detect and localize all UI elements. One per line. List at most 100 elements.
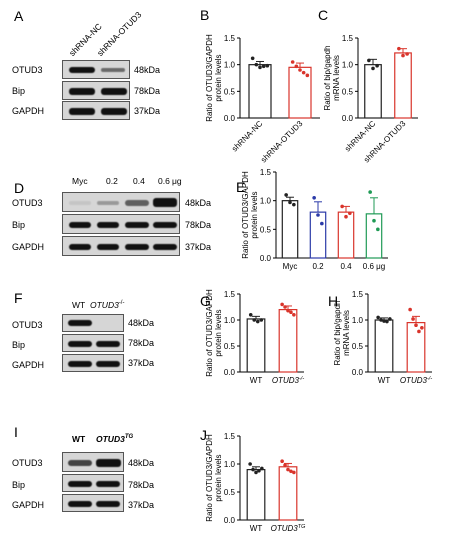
bar — [246, 469, 266, 521]
blot-a-bip — [62, 81, 130, 100]
band — [153, 244, 177, 250]
y-tick-label: 1.5 — [224, 290, 236, 299]
category-label-text: OTUD3 — [271, 524, 299, 533]
data-point — [376, 227, 380, 232]
y-axis-label: protein levels — [250, 191, 259, 238]
band — [125, 200, 149, 206]
data-point — [292, 202, 296, 207]
data-point — [255, 319, 260, 324]
blot-i-gapdh — [62, 494, 124, 512]
y-tick-label: 1.5 — [260, 168, 272, 177]
y-axis-label: Ratio of OTUD3/GAPDH — [205, 434, 214, 522]
category-label: OTUD3-/- — [272, 376, 304, 385]
kda-label-d-bip: 78kDa — [185, 220, 212, 230]
band — [96, 459, 121, 467]
lane-label-f-2-text: OTUD3 — [90, 300, 119, 310]
band — [69, 244, 91, 250]
data-point — [265, 63, 270, 68]
lane-label-f-1: WT — [72, 300, 86, 310]
bar — [248, 64, 272, 119]
y-axis-label: protein levels — [214, 309, 223, 356]
y-axis-label: Ratio of OTUD3/GAPDH — [205, 289, 214, 377]
category-label-text: 0.6 μg — [363, 262, 385, 271]
data-point — [417, 329, 421, 334]
data-point — [372, 218, 376, 223]
lane-label-i-2-sup: TG — [124, 434, 134, 441]
data-point — [288, 200, 292, 205]
data-point — [340, 204, 344, 209]
y-tick-label: 0.0 — [260, 254, 272, 263]
y-tick-label: 1.5 — [224, 34, 236, 43]
data-point — [254, 62, 259, 67]
data-point — [250, 56, 255, 61]
band — [68, 501, 92, 507]
lane-label-d-3: 0.4 — [133, 176, 145, 186]
category-label-sup: TG — [298, 524, 306, 530]
bar — [406, 322, 426, 373]
kda-label-a-gapdh: 37kDa — [134, 106, 161, 116]
chart-b: B 0.0 0.5 1.0 1.5 Ratio of OTUD3/GAPDH protein… — [200, 7, 320, 164]
category-label: 0.4 — [340, 262, 352, 271]
kda-label-i-bip: 78kDa — [128, 480, 155, 490]
protein-label-f-gapdh: GAPDH — [12, 360, 45, 370]
blot-i-otud3 — [62, 452, 124, 472]
y-tick-label: 1.5 — [342, 34, 354, 43]
data-point — [283, 463, 287, 467]
y-axis-label: Ratio of OTUD3/GAPDH — [205, 34, 214, 122]
kda-label-f-bip: 78kDa — [128, 338, 155, 348]
data-point — [286, 308, 290, 313]
category-label: Myc — [283, 262, 298, 271]
panel-letter-a: A — [14, 8, 24, 24]
blot-i-bip — [62, 474, 124, 492]
data-point — [286, 467, 290, 472]
category-label: OTUD3-/- — [400, 376, 432, 385]
data-point — [248, 313, 253, 317]
data-point — [257, 468, 261, 473]
data-point — [420, 326, 424, 330]
category-label: WT — [250, 524, 263, 533]
category-label-text: WT — [378, 376, 391, 385]
band — [153, 198, 177, 207]
kda-label-a-bip: 78kDa — [134, 86, 161, 96]
data-point — [368, 190, 372, 194]
band — [96, 361, 120, 367]
y-tick-label: 0.0 — [352, 368, 364, 377]
band — [125, 222, 149, 228]
band — [96, 481, 120, 487]
blot-a-gapdh — [62, 101, 130, 120]
band — [97, 201, 119, 205]
data-point — [254, 470, 258, 475]
protein-label-a-gapdh: GAPDH — [12, 106, 45, 116]
category-label-text: 0.2 — [312, 262, 324, 271]
kda-label-d-otud3: 48kDa — [185, 198, 212, 208]
panel-letter: J — [200, 427, 207, 443]
lane-label-i-2-text: OTUD3 — [96, 434, 125, 444]
band — [101, 88, 127, 95]
data-point — [301, 70, 306, 75]
category-label-text: OTUD3 — [400, 376, 428, 385]
protein-label-a-bip: Bip — [12, 86, 26, 96]
band — [153, 222, 177, 228]
band — [69, 108, 95, 115]
data-point — [312, 196, 316, 200]
blot-f-otud3 — [62, 314, 124, 332]
category-label-text: WT — [250, 524, 263, 533]
lane-label-i-1: WT — [72, 434, 86, 444]
category-label-text: WT — [250, 376, 263, 385]
category-label: 0.2 — [312, 262, 324, 271]
y-tick-label: 1.0 — [342, 61, 354, 70]
y-tick-label: 0.5 — [224, 488, 236, 497]
y-axis-label: Ratio of bip/gapdh — [323, 46, 332, 111]
data-point — [408, 307, 412, 312]
data-point — [348, 211, 352, 216]
bar — [374, 319, 394, 373]
data-point — [367, 58, 371, 63]
category-label-text: Myc — [283, 262, 298, 271]
y-axis-label: protein levels — [214, 454, 223, 501]
y-tick-label: 1.0 — [224, 316, 236, 325]
y-axis-label: Ratio of OTUD3/GAPDH — [241, 171, 250, 259]
band — [69, 67, 95, 73]
category-label-text: OTUD3 — [272, 376, 300, 385]
data-point — [289, 310, 293, 315]
